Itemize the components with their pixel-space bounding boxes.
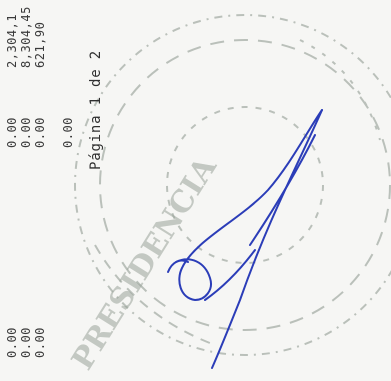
- document-page: PRESIDENCIA 0.00 0.00 0.00 0.00 0.00 0.0…: [5, 6, 391, 376]
- signature: [167, 109, 323, 369]
- seal-stamp: PRESIDENCIA: [65, 14, 391, 376]
